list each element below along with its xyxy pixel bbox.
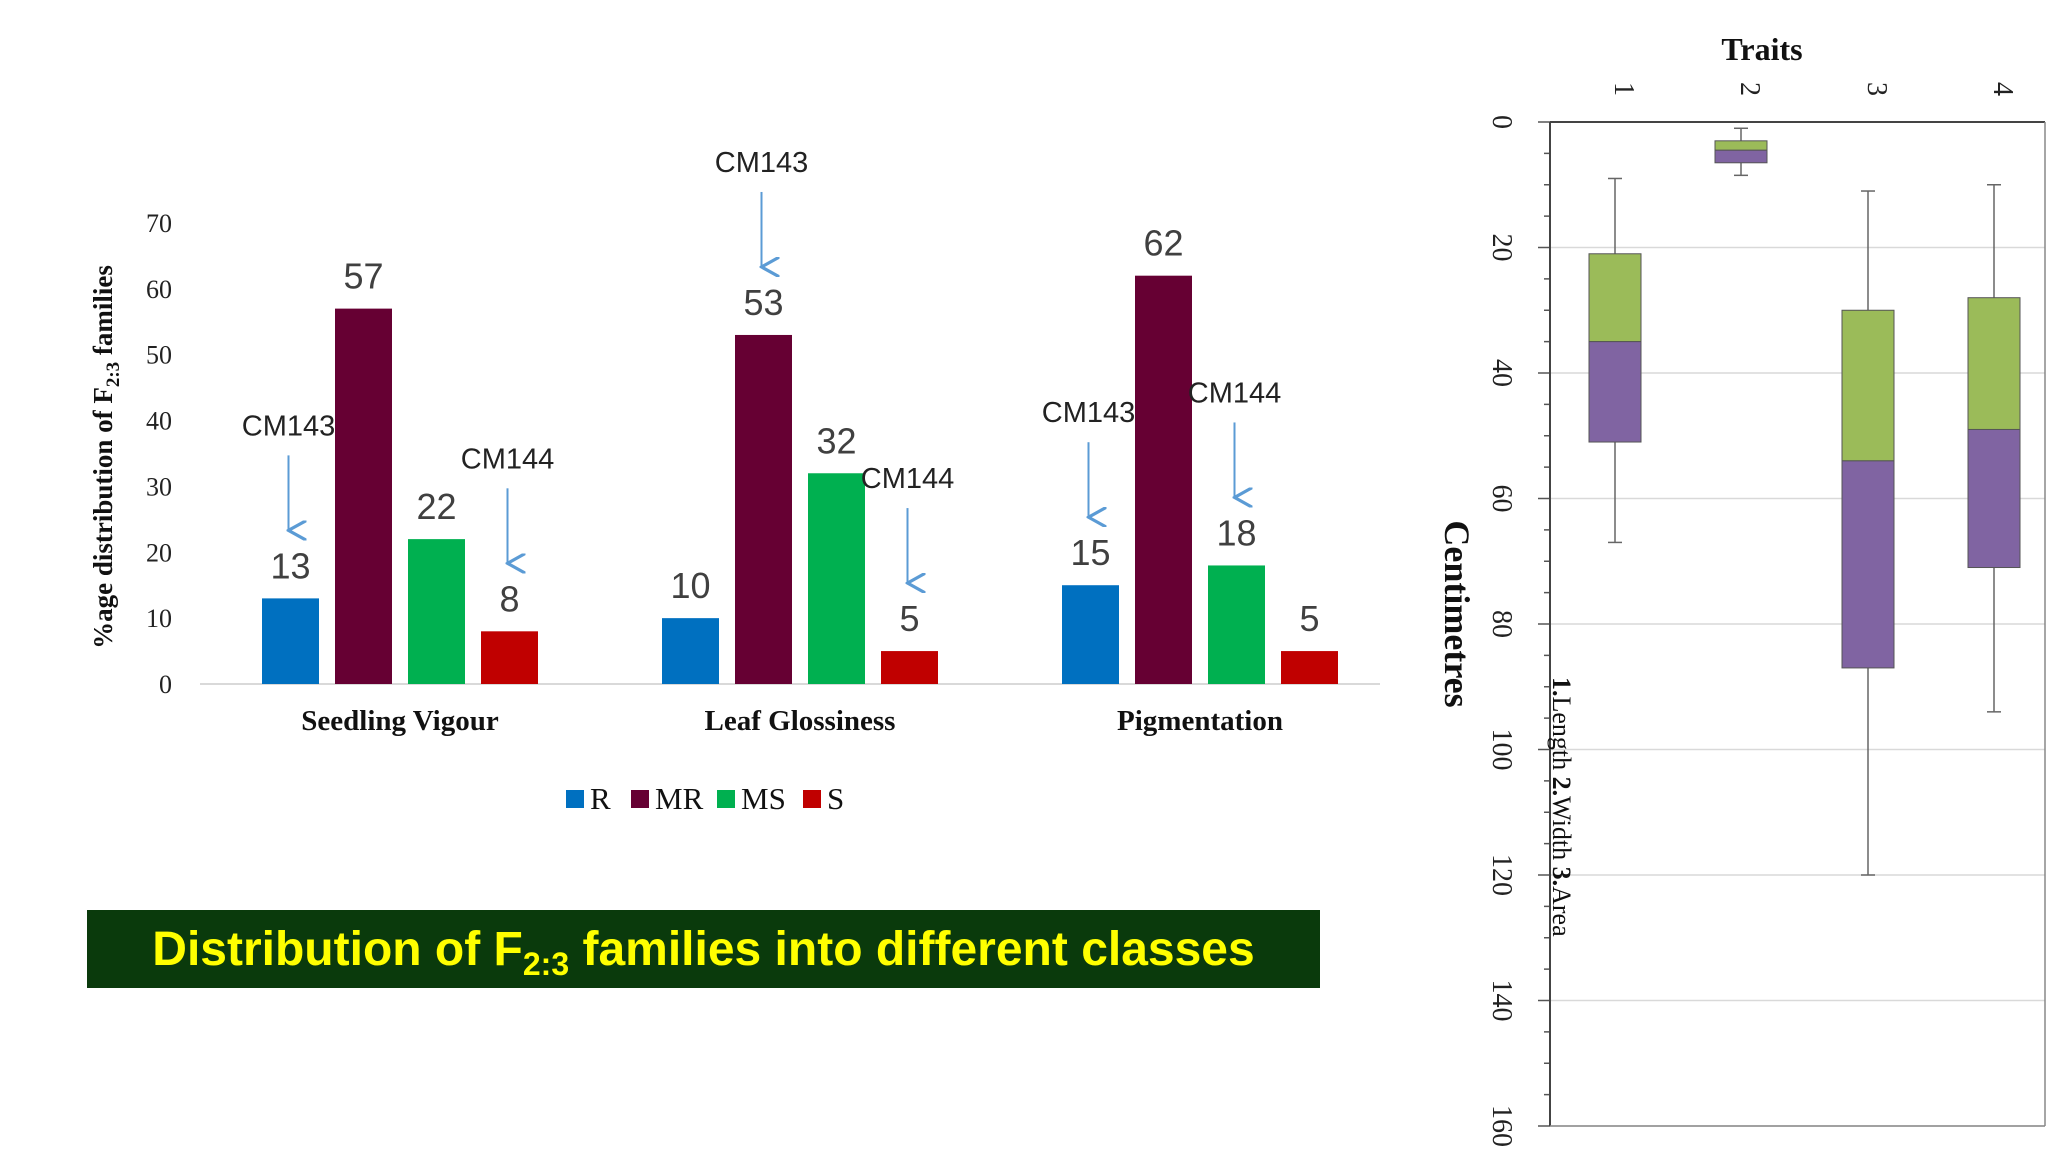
box-upper-segment — [1967, 297, 2021, 430]
bar-mr — [1135, 275, 1192, 684]
trait-legend-part: Width — [1547, 796, 1576, 866]
legend-label: MS — [741, 781, 786, 816]
bar-s — [1281, 651, 1338, 684]
y-tick-label: 10 — [146, 604, 172, 633]
bar-value-label: 8 — [499, 578, 519, 619]
legend-label: S — [827, 781, 844, 816]
box-lower-segment — [1841, 460, 1895, 669]
annotation-label: CM144 — [461, 443, 555, 475]
y-tick-label: 100 — [1486, 729, 1517, 771]
y-tick-label: 140 — [1486, 980, 1517, 1022]
y-tick-label: 70 — [146, 209, 172, 238]
trait-legend-part: 1. — [1547, 677, 1576, 697]
bar-value-label: 18 — [1216, 512, 1256, 553]
bar-s — [481, 631, 538, 684]
y-tick-label: 80 — [1486, 610, 1517, 638]
bar-value-label: 15 — [1070, 532, 1110, 573]
x-tick-label: 1 — [1608, 82, 1639, 96]
bar-r — [1062, 585, 1119, 684]
y-tick-label: 20 — [1486, 234, 1517, 262]
legend-label: MR — [655, 781, 704, 816]
y-tick-label: 50 — [146, 341, 172, 370]
trait-legend-part: 3. — [1547, 867, 1576, 887]
y-tick-label: 120 — [1486, 854, 1517, 896]
x-tick-label: 3 — [1861, 82, 1892, 96]
category-label: Seedling Vigour — [301, 705, 499, 737]
bar-chart: 0 10 20 30 40 50 60 70 %age distribution of F2:3… — [88, 147, 1380, 816]
y-tick-label: 0 — [1486, 115, 1517, 129]
box-upper-segment — [1588, 253, 1642, 343]
caption-subscript: 2:3 — [522, 945, 570, 982]
caption-text: Distribution of F2:3 families into diffe… — [152, 922, 1255, 980]
bar-value-label: 13 — [270, 545, 310, 586]
category-label: Leaf Glossiness — [705, 705, 896, 737]
bar-mr — [735, 334, 792, 684]
y-axis-label-suffix: families — [88, 265, 118, 362]
y-axis-label: Centimetres — [1437, 520, 1477, 707]
bar-value-label: 5 — [1299, 598, 1319, 639]
annotation-label: CM143 — [1042, 397, 1136, 429]
annotation-label: CM143 — [242, 410, 336, 442]
trait-legend-part: 2. — [1547, 777, 1576, 797]
box-upper-segment — [1841, 309, 1895, 462]
y-tick-label: 0 — [159, 670, 172, 699]
box-upper-segment — [1714, 140, 1768, 151]
legend-swatch-ms — [717, 790, 735, 808]
y-tick-label: 40 — [1486, 359, 1517, 387]
y-tick-label: 40 — [146, 407, 172, 436]
y-tick-label: 60 — [1486, 485, 1517, 513]
y-axis-label: %age distribution of F2:3 families — [88, 265, 124, 649]
bar-ms — [1208, 565, 1265, 684]
trait-legend-note: 1.Length 2.Width 3.Area — [1547, 677, 1576, 937]
y-axis-label-subscript: 2:3 — [103, 362, 124, 387]
bar-value-label: 57 — [343, 256, 383, 297]
x-axis-label: Traits — [1721, 31, 1802, 67]
bar-ms — [808, 473, 865, 684]
box-lower-segment — [1714, 149, 1768, 164]
y-tick-label: 160 — [1486, 1105, 1517, 1147]
y-tick-label: 60 — [146, 275, 172, 304]
bar-ms — [408, 539, 465, 684]
bar-value-label: 62 — [1143, 223, 1183, 264]
trait-legend-part: Length — [1547, 697, 1576, 777]
y-tick-label: 20 — [146, 538, 172, 567]
bar-r — [262, 598, 319, 684]
annotation-label: CM144 — [1188, 377, 1282, 409]
box-plot: 0 20 40 60 80 100 120 140 160 Centimetres Traits 1 2… — [1437, 31, 2046, 1147]
x-tick-label: 4 — [1987, 82, 2018, 96]
y-tick-label: 30 — [146, 472, 172, 501]
legend-swatch-s — [803, 790, 821, 808]
bar-value-label: 10 — [670, 565, 710, 606]
box-lower-segment — [1967, 428, 2021, 569]
bar-s — [881, 651, 938, 684]
legend-label: R — [590, 781, 611, 816]
annotation-label: CM143 — [715, 147, 809, 179]
x-tick-label: 2 — [1734, 82, 1765, 96]
legend-swatch-mr — [631, 790, 649, 808]
y-axis-label-prefix: %age distribution of F — [88, 387, 118, 649]
bar-r — [662, 618, 719, 684]
category-label: Pigmentation — [1117, 705, 1283, 737]
legend-swatch-r — [566, 790, 584, 808]
caption-banner: Distribution of F2:3 families into diffe… — [87, 910, 1320, 988]
caption-suffix: families into different classes — [569, 922, 1255, 976]
box-lower-segment — [1588, 341, 1642, 443]
caption-prefix: Distribution of F — [152, 922, 523, 976]
bar-value-label: 53 — [743, 282, 783, 323]
trait-legend-part: Area — [1547, 886, 1576, 937]
bar-value-label: 22 — [416, 486, 456, 527]
bar-value-label: 5 — [899, 598, 919, 639]
bar-value-label: 32 — [816, 420, 856, 461]
bar-mr — [335, 308, 392, 684]
annotation-label: CM144 — [861, 463, 955, 495]
